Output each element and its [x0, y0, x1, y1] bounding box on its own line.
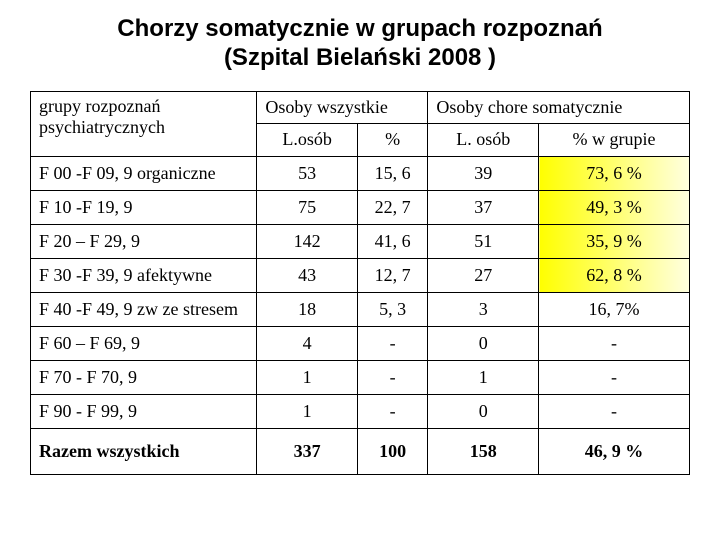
table-row: F 90 - F 99, 91-0-	[31, 394, 690, 428]
cell: 100	[357, 428, 427, 474]
title-line2: (Szpital Bielański 2008 )	[224, 44, 496, 71]
cell: 35, 9 %	[539, 224, 690, 258]
cell: 12, 7	[357, 258, 427, 292]
cell: 39	[428, 156, 539, 190]
table-row: F 20 – F 29, 914241, 65135, 9 %	[31, 224, 690, 258]
cell: 62, 8 %	[539, 258, 690, 292]
cell: 73, 6 %	[539, 156, 690, 190]
cell: -	[357, 394, 427, 428]
cell: 49, 3 %	[539, 190, 690, 224]
table-row: F 40 -F 49, 9 zw ze stresem185, 3316, 7%	[31, 292, 690, 326]
header-pct: %	[357, 124, 427, 157]
cell: 1	[257, 394, 358, 428]
cell: 37	[428, 190, 539, 224]
cell: 16, 7%	[539, 292, 690, 326]
table-row: F 30 -F 39, 9 afektywne4312, 72762, 8 %	[31, 258, 690, 292]
header-pct-group: % w grupie	[539, 124, 690, 157]
cell: 43	[257, 258, 358, 292]
cell: 18	[257, 292, 358, 326]
header-somatic: Osoby chore somatycznie	[428, 91, 690, 124]
header-all-persons: Osoby wszystkie	[257, 91, 428, 124]
row-label: F 60 – F 69, 9	[31, 326, 257, 360]
cell: 3	[428, 292, 539, 326]
cell: 27	[428, 258, 539, 292]
table-row: F 70 - F 70, 91-1-	[31, 360, 690, 394]
row-label: F 40 -F 49, 9 zw ze stresem	[31, 292, 257, 326]
table-row: F 00 -F 09, 9 organiczne5315, 63973, 6 %	[31, 156, 690, 190]
row-label: F 90 - F 99, 9	[31, 394, 257, 428]
cell: 41, 6	[357, 224, 427, 258]
cell: 1	[428, 360, 539, 394]
header-l-osob-1: L.osób	[257, 124, 358, 157]
cell: 51	[428, 224, 539, 258]
cell: 75	[257, 190, 358, 224]
data-table: grupy rozpoznań psychiatrycznych Osoby w…	[30, 91, 690, 475]
page-title: Chorzy somatycznie w grupach rozpoznań (…	[30, 15, 690, 73]
cell: 53	[257, 156, 358, 190]
row-label: F 10 -F 19, 9	[31, 190, 257, 224]
row-label: F 30 -F 39, 9 afektywne	[31, 258, 257, 292]
cell: 4	[257, 326, 358, 360]
cell: 46, 9 %	[539, 428, 690, 474]
table-row: F 10 -F 19, 97522, 73749, 3 %	[31, 190, 690, 224]
title-line1: Chorzy somatycznie w grupach rozpoznań	[117, 15, 602, 42]
cell: 22, 7	[357, 190, 427, 224]
cell: 142	[257, 224, 358, 258]
table-row: F 60 – F 69, 94-0-	[31, 326, 690, 360]
cell: -	[539, 360, 690, 394]
cell: 5, 3	[357, 292, 427, 326]
cell: -	[539, 394, 690, 428]
cell: -	[357, 360, 427, 394]
cell: 337	[257, 428, 358, 474]
cell: 15, 6	[357, 156, 427, 190]
cell: -	[357, 326, 427, 360]
cell: 0	[428, 326, 539, 360]
cell: 158	[428, 428, 539, 474]
header-l-osob-2: L. osób	[428, 124, 539, 157]
cell: 1	[257, 360, 358, 394]
cell: -	[539, 326, 690, 360]
row-label: F 20 – F 29, 9	[31, 224, 257, 258]
row-label: F 00 -F 09, 9 organiczne	[31, 156, 257, 190]
header-groups: grupy rozpoznań psychiatrycznych	[31, 91, 257, 156]
row-label: Razem wszystkich	[31, 428, 257, 474]
row-label: F 70 - F 70, 9	[31, 360, 257, 394]
table-row: Razem wszystkich33710015846, 9 %	[31, 428, 690, 474]
cell: 0	[428, 394, 539, 428]
